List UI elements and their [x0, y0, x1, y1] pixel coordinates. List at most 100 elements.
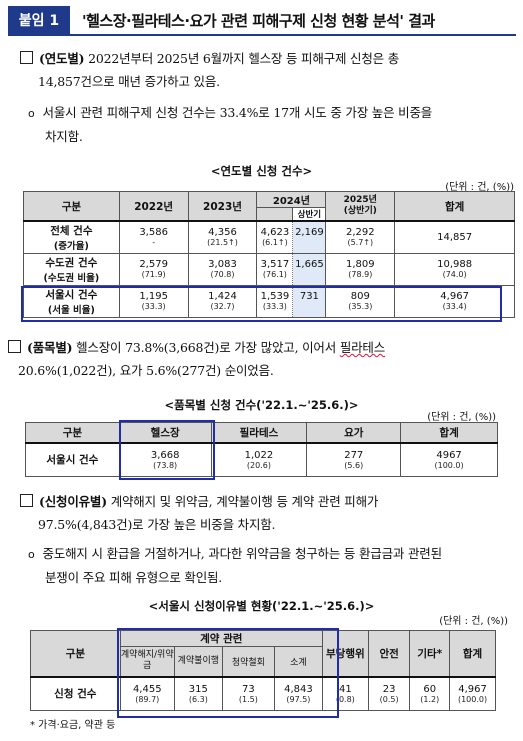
cell-value: 서울시 건수: [45, 288, 98, 301]
cell-value: 731: [299, 290, 319, 302]
cell-value: 2,292: [345, 227, 375, 239]
col-header: 청약철회: [221, 646, 275, 677]
section-reasons-sub: o 중도해지 시 환급을 거절하거나, 과다한 위약금을 청구하는 등 환급금과 …: [28, 542, 518, 589]
table-cell: 서울시 건수 (서울 비율): [23, 284, 120, 318]
checkbox-square-icon: [8, 340, 21, 353]
cell-value: 4,623: [260, 227, 290, 239]
table-cell: 23 (0.5): [367, 675, 411, 711]
col-header-2025: 2025년 (상반기): [325, 191, 396, 222]
table-cell: 4,455 (89.7): [119, 675, 175, 711]
sub-text: 서울시 관련 피해구제 신청 건수는 33.4%로 17개 시도 중 가장 높은…: [42, 105, 433, 120]
cell-value: 3,668: [150, 449, 180, 461]
cell-value: 4967: [436, 449, 462, 461]
table-cell: 전체 건수 (증가율): [23, 220, 120, 254]
cell-pct: (70.8): [210, 270, 235, 279]
table-cell: 73 (1.5): [221, 675, 275, 711]
attachment-badge: 붙임 1: [8, 6, 70, 34]
table-cell: 315 (6.3): [173, 675, 223, 711]
yearly-table: 구분 2022년 2023년 2024년 2025년 (상반기) 합계 상반기 전…: [23, 191, 515, 318]
page-title: '헬스장·필라테스·요가 관련 피해구제 신청 현황 분석' 결과: [82, 12, 435, 30]
cell-pct: (74.0): [442, 270, 467, 279]
cell-pct: (73.8): [153, 460, 178, 470]
table-cell: 3,586-: [118, 220, 189, 254]
cell-value: 1,539: [260, 291, 290, 302]
cell-value: 1,809: [345, 259, 375, 270]
table-cell-half: 1,665: [292, 252, 327, 286]
section-text: 계약해지 및 위약금, 계약불이행 등 계약 관련 피해가: [106, 494, 379, 509]
items-table: 구분 헬스장 필라테스 요가 합계 서울시 건수 3,668 (73.8) 1,0…: [25, 422, 498, 477]
section-heading: (품목별): [27, 340, 73, 355]
table-cell-half: 2,169: [292, 220, 327, 254]
col-header: 계약불이행: [173, 646, 223, 677]
cell-value: 3,083: [208, 259, 237, 270]
col-header: 구분: [25, 422, 120, 443]
table-cell: 1,424 (32.7): [187, 284, 258, 318]
cell-pct: (100.0): [457, 694, 488, 704]
table-cell-half: 731: [292, 284, 327, 318]
cell-pct: (6.1↑): [262, 238, 288, 248]
cell-pct: (100.0): [434, 460, 464, 470]
table-cell: 809 (35.3): [325, 284, 396, 318]
col-header-spacer: [256, 207, 294, 222]
bullet-icon: o: [28, 107, 35, 120]
table-cell: 4,843 (97.5): [273, 675, 323, 711]
section-text: 2022년부터 2025년 6월까지 헬스장 등 피해구제 신청은 총: [84, 51, 400, 66]
table-cell: 2,292 (5.7↑): [325, 220, 396, 254]
table-cell: 14,857: [394, 220, 515, 254]
table-cell: 4,356 (21.5↑): [187, 220, 258, 254]
table-cell: 수도권 건수 (수도권 비율): [23, 252, 120, 286]
col-header-2025-half: (상반기): [343, 206, 377, 216]
cell-pct: (32.7): [210, 302, 235, 311]
col-header-2025-year: 2025년: [343, 195, 377, 205]
cell-pct: (증가율): [53, 240, 89, 252]
table-cell: 1,022 (20.6): [210, 441, 308, 477]
cell-value: 4,843: [284, 683, 313, 695]
table-cell: 2,579 (71.9): [118, 252, 189, 286]
footnote: * 가격·요금, 약관 등: [30, 720, 116, 731]
table-cell: 277 (5.6): [306, 441, 402, 477]
row-label: 신청 건수: [30, 675, 121, 711]
table-cell: 4,623 (6.1↑): [256, 220, 293, 254]
cell-pct: -: [152, 238, 156, 248]
cell-value: 41: [338, 683, 352, 695]
checkbox-square-icon: [20, 494, 33, 507]
col-header: 2022년: [118, 191, 189, 222]
cell-value: 4,356: [208, 227, 237, 239]
row-label: 서울시 건수: [25, 441, 120, 477]
cell-value: 23: [382, 683, 396, 695]
cell-value: 73: [242, 683, 255, 695]
col-header: 2023년: [187, 191, 258, 222]
cell-pct: (5.6): [344, 460, 364, 470]
section-yearly: (연도별) 2022년부터 2025년 6월까지 헬스장 등 피해구제 신청은 …: [20, 47, 520, 93]
table-cell: 4,967 (100.0): [449, 675, 496, 711]
sub-text-cont: 차지함.: [45, 129, 83, 144]
table-cell: 3,083 (70.8): [187, 252, 258, 286]
sub-text-cont: 분쟁이 주요 피해 유형으로 확인됨.: [45, 570, 223, 585]
col-header: 소계: [273, 646, 323, 677]
cell-value: 3,586: [139, 227, 168, 239]
section-yearly-sub: o 서울시 관련 피해구제 신청 건수는 33.4%로 17개 시도 중 가장 높…: [28, 101, 518, 148]
section-text: 헬스장이 73.8%(3,668건)로 가장 많았고, 이어서: [72, 340, 340, 355]
table3-unit: (단위 : 건, (%)): [439, 616, 508, 627]
table-row: 전체 건수 (증가율) 3,586-4,356 (21.5↑) 4,623 (6.1↑) 2…: [23, 220, 515, 254]
table1-unit: (단위 : 건, (%)): [445, 182, 514, 193]
cell-pct: (1.2): [420, 694, 440, 704]
section-reasons: (신청이유별) 계약해지 및 위약금, 계약불이행 등 계약 관련 피해가 97…: [20, 490, 520, 536]
cell-value: 4,967: [458, 683, 487, 695]
col-header: 합계: [394, 191, 515, 222]
checkbox-square-icon: [20, 51, 33, 64]
cell-pct: (서울 비율): [47, 304, 95, 316]
section-text-cont: 14,857건으로 매년 증가하고 있음.: [38, 74, 220, 89]
table-cell: 1,195 (33.3): [118, 284, 189, 318]
col-header: 합계: [449, 630, 496, 677]
section-items: (품목별) 헬스장이 73.8%(3,668건)로 가장 많았고, 이어서 필라…: [8, 336, 518, 382]
bullet-icon: o: [28, 548, 35, 561]
col-header: 구분: [30, 630, 121, 677]
cell-value: 60: [423, 683, 437, 695]
table-cell: 10,988 (74.0): [394, 252, 515, 286]
cell-pct: (33.3): [262, 302, 287, 311]
cell-value: 1,022: [244, 449, 274, 461]
cell-pct: (76.1): [262, 270, 287, 279]
col-header: 안전: [367, 630, 411, 677]
sub-text: 중도해지 시 환급을 거절하거나, 과다한 위약금을 청구하는 등 환급금과 관…: [42, 546, 443, 561]
